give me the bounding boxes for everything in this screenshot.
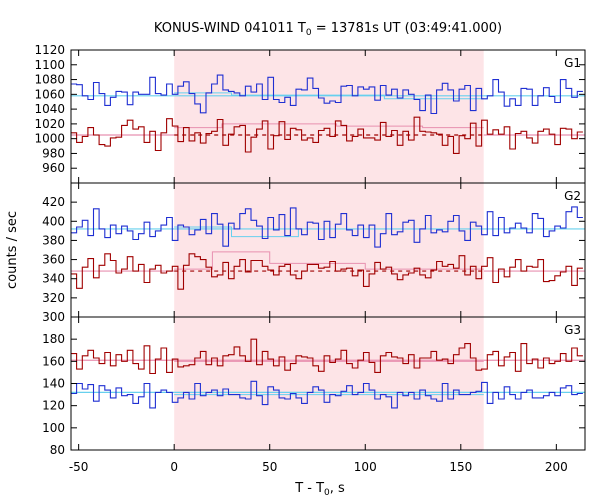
panel-label: G3 — [564, 323, 581, 337]
y-tick-label: 340 — [42, 272, 65, 286]
x-tick-label: 0 — [170, 460, 178, 474]
y-tick-label: 1120 — [34, 43, 65, 57]
step-outline-G2-red — [174, 251, 484, 270]
y-tick-label: 1040 — [34, 102, 65, 116]
y-tick-label: 80 — [50, 443, 65, 457]
y-tick-label: 120 — [42, 399, 65, 413]
y-tick-label: 960 — [42, 161, 65, 175]
series-G3-red — [71, 338, 583, 375]
series-G1-blue — [71, 74, 583, 115]
x-tick-label: 200 — [545, 460, 568, 474]
series-G1-red — [71, 116, 583, 154]
step-outline-G1-blue — [174, 92, 484, 100]
y-tick-label: 1100 — [34, 58, 65, 72]
axes-layer: 9609801000102010401060108011001120G13003… — [34, 43, 586, 474]
shaded-interval — [174, 50, 484, 450]
panel-label: G1 — [564, 56, 581, 70]
y-tick-label: 420 — [42, 195, 65, 209]
step-outline-G1-red — [174, 123, 484, 129]
chart-title: KONUS-WIND 041011 T0 = 13781s UT (03:49:… — [154, 21, 502, 38]
y-tick-label: 1020 — [34, 117, 65, 131]
data-layer — [71, 74, 585, 409]
x-tick-label: 150 — [449, 460, 472, 474]
y-tick-label: 160 — [42, 354, 65, 368]
panel-label: G2 — [564, 189, 581, 203]
x-axis-label: T - T0, s — [294, 481, 345, 498]
y-tick-label: 1000 — [34, 132, 65, 146]
x-tick-label: 50 — [262, 460, 277, 474]
y-tick-label: 380 — [42, 233, 65, 247]
x-tick-label: -50 — [69, 460, 89, 474]
y-tick-label: 100 — [42, 421, 65, 435]
series-G2-red — [71, 253, 583, 290]
series-G3-blue — [71, 380, 583, 409]
x-tick-label: 100 — [354, 460, 377, 474]
y-axis-label: counts / sec — [5, 211, 20, 289]
y-tick-label: 1080 — [34, 73, 65, 87]
y-tick-label: 180 — [42, 332, 65, 346]
y-tick-label: 320 — [42, 291, 65, 305]
series-G2-blue — [71, 206, 583, 248]
y-tick-label: 360 — [42, 253, 65, 267]
y-tick-label: 400 — [42, 214, 65, 228]
y-tick-label: 980 — [42, 146, 65, 160]
y-tick-label: 1060 — [34, 87, 65, 101]
shade-layer — [174, 50, 484, 450]
y-tick-label: 300 — [42, 310, 65, 324]
y-tick-label: 140 — [42, 377, 65, 391]
